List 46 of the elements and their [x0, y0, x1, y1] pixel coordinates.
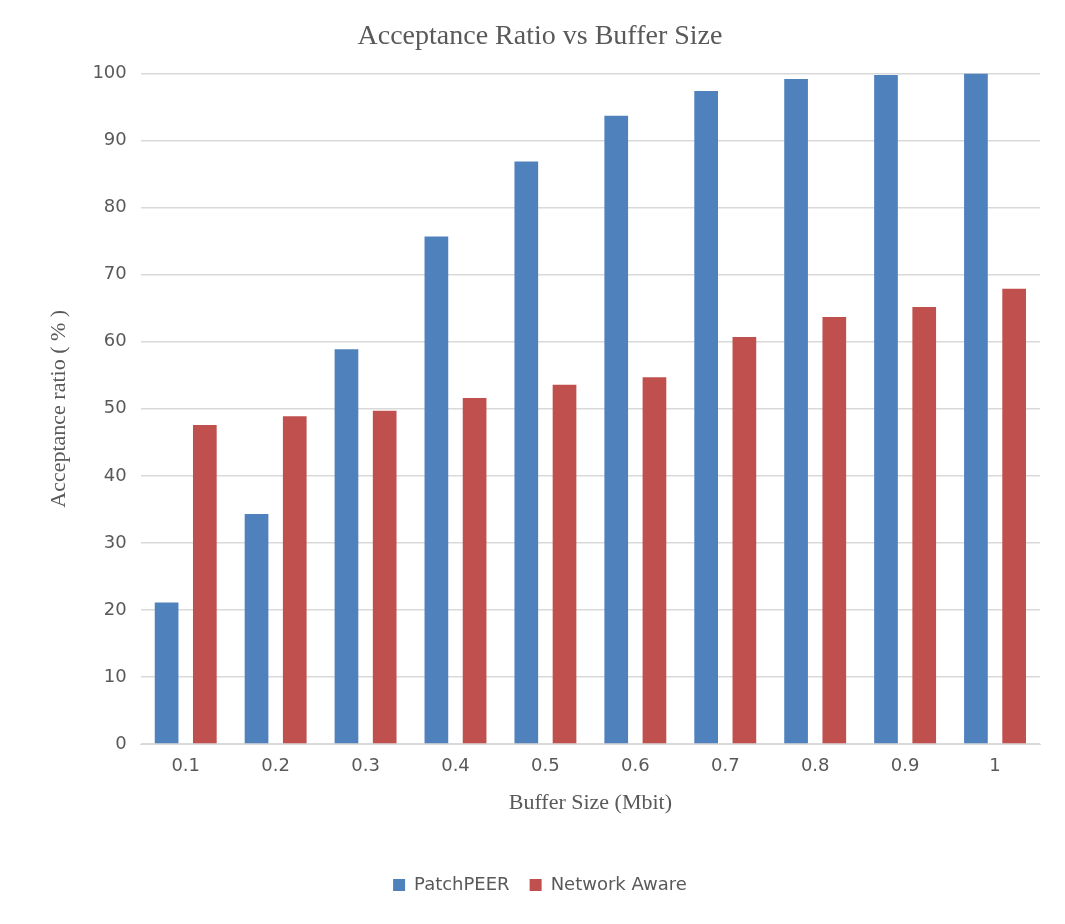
x-tick-label: 0.9: [890, 754, 920, 776]
bar: [784, 78, 808, 744]
y-tick-label: 30: [103, 530, 127, 552]
x-tick-label: 0.4: [441, 754, 470, 776]
chart-title: Acceptance Ratio vs Buffer Size: [357, 19, 723, 51]
x-tick-label: 0.8: [800, 754, 830, 776]
x-axis-title: Buffer Size (Mbit): [508, 788, 673, 814]
bar: [282, 416, 307, 744]
y-tick-label: 80: [103, 195, 127, 217]
bar: [912, 306, 937, 744]
x-tick-label: 0.6: [621, 754, 650, 776]
y-tick-label: 40: [103, 463, 127, 485]
bar: [964, 73, 988, 744]
bar: [462, 398, 487, 744]
x-tick-label: 0.5: [531, 754, 560, 776]
y-tick-label: 20: [103, 597, 127, 619]
y-tick-label: 90: [103, 128, 127, 150]
y-tick-label: 0: [115, 731, 127, 753]
bar: [552, 384, 577, 744]
bar: [694, 91, 718, 744]
x-tick-label: 0.2: [261, 754, 290, 776]
x-tick-label: 0.3: [351, 754, 380, 776]
bar: [732, 337, 757, 744]
bar: [642, 377, 667, 744]
bar: [604, 115, 629, 744]
x-tick-label: 1: [989, 754, 1001, 776]
bar: [874, 74, 898, 744]
y-tick-label: 10: [103, 664, 127, 686]
bar: [514, 161, 539, 744]
y-axis-title: Acceptance ratio ( % ): [44, 309, 70, 508]
bar: [192, 424, 217, 744]
y-tick-label: 50: [103, 396, 127, 418]
legend-label: Network Aware: [550, 872, 687, 894]
bar: [372, 410, 397, 744]
bar: [334, 349, 359, 744]
legend-label: PatchPEER: [414, 872, 510, 894]
bar: [154, 602, 179, 744]
x-tick-label: 0.1: [171, 754, 201, 776]
y-tick-label: 100: [92, 61, 127, 83]
bar: [244, 514, 269, 744]
y-tick-label: 60: [103, 329, 127, 351]
bar: [1002, 288, 1026, 744]
bar: [822, 316, 847, 744]
bar: [424, 236, 449, 744]
x-tick-label: 0.7: [710, 754, 740, 776]
y-tick-label: 70: [103, 262, 127, 284]
